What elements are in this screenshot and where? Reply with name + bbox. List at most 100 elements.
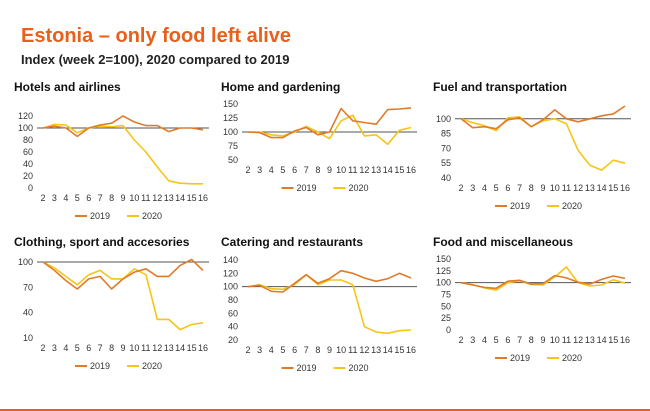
chart-panel: Clothing, sport and accesories 10 40 70 100 2… bbox=[14, 235, 209, 371]
y-tick-label: 40 bbox=[441, 173, 451, 183]
x-tick-label: 13 bbox=[371, 165, 381, 175]
chart-title: Food and miscellaneous bbox=[433, 235, 573, 249]
x-tick-label: 7 bbox=[98, 193, 103, 203]
x-tick-label: 15 bbox=[187, 343, 197, 353]
x-tick-label: 13 bbox=[585, 183, 595, 193]
y-tick-label: 140 bbox=[223, 255, 238, 265]
y-tick-label: 125 bbox=[223, 113, 238, 123]
y-tick-label: 80 bbox=[23, 135, 33, 145]
y-tick-label: 70 bbox=[23, 282, 33, 292]
x-tick-label: 2 bbox=[458, 183, 463, 193]
x-tick-label: 5 bbox=[494, 335, 499, 345]
x-tick-label: 13 bbox=[371, 345, 381, 355]
y-tick-label: 75 bbox=[228, 141, 238, 151]
x-tick-label: 3 bbox=[52, 193, 57, 203]
x-tick-label: 8 bbox=[315, 345, 320, 355]
y-tick-label: 20 bbox=[23, 171, 33, 181]
chart-title: Catering and restaurants bbox=[221, 235, 363, 249]
x-tick-label: 10 bbox=[550, 183, 560, 193]
series-line-2020 bbox=[247, 273, 412, 335]
x-tick-label: 11 bbox=[562, 335, 571, 345]
x-tick-label: 15 bbox=[394, 165, 404, 175]
x-tick-label: 6 bbox=[505, 183, 510, 193]
x-tick-label: 12 bbox=[359, 345, 369, 355]
legend-label: 2019 bbox=[90, 361, 110, 371]
legend-label: 2019 bbox=[510, 201, 530, 211]
chart-panel: Hotels and airlines 0 20 40 60 80 100 120 2 3 4 5 6 7… bbox=[14, 80, 209, 221]
y-tick-label: 40 bbox=[23, 159, 33, 169]
legend-label: 2020 bbox=[142, 361, 162, 371]
y-tick-label: 120 bbox=[18, 111, 33, 121]
chart-title: Fuel and transportation bbox=[433, 80, 567, 94]
x-tick-label: 9 bbox=[327, 345, 332, 355]
x-tick-label: 5 bbox=[75, 193, 80, 203]
x-tick-label: 8 bbox=[109, 193, 114, 203]
x-tick-label: 11 bbox=[348, 165, 357, 175]
series-line-2019 bbox=[247, 269, 412, 293]
y-tick-label: 100 bbox=[18, 123, 33, 133]
x-tick-label: 4 bbox=[269, 345, 274, 355]
series-line-2020 bbox=[42, 261, 204, 331]
series-line-2019 bbox=[247, 107, 412, 139]
y-tick-label: 20 bbox=[228, 335, 238, 345]
x-tick-label: 5 bbox=[280, 345, 285, 355]
bottom-divider bbox=[0, 409, 650, 411]
y-tick-label: 85 bbox=[441, 129, 451, 139]
x-tick-label: 3 bbox=[257, 165, 262, 175]
x-tick-label: 9 bbox=[540, 335, 545, 345]
series-line-2019 bbox=[42, 115, 204, 138]
x-tick-label: 13 bbox=[164, 343, 174, 353]
x-tick-label: 10 bbox=[129, 193, 139, 203]
x-tick-label: 15 bbox=[394, 345, 404, 355]
x-tick-label: 7 bbox=[517, 335, 522, 345]
y-tick-label: 120 bbox=[223, 268, 238, 278]
y-tick-label: 150 bbox=[436, 254, 451, 264]
y-tick-label: 75 bbox=[441, 290, 451, 300]
y-tick-label: 125 bbox=[436, 266, 451, 276]
x-tick-label: 2 bbox=[458, 335, 463, 345]
x-tick-label: 16 bbox=[198, 343, 208, 353]
x-tick-label: 15 bbox=[608, 335, 618, 345]
x-tick-label: 16 bbox=[198, 193, 208, 203]
x-tick-label: 8 bbox=[315, 165, 320, 175]
y-tick-label: 100 bbox=[436, 114, 451, 124]
x-tick-label: 3 bbox=[257, 345, 262, 355]
legend-label: 2019 bbox=[90, 211, 110, 221]
x-tick-label: 16 bbox=[406, 345, 416, 355]
y-tick-label: 0 bbox=[446, 325, 451, 335]
series-line-2020 bbox=[460, 266, 626, 292]
chart-title: Home and gardening bbox=[221, 80, 340, 94]
y-tick-label: 25 bbox=[441, 313, 451, 323]
x-tick-label: 12 bbox=[573, 183, 583, 193]
legend-label: 2019 bbox=[297, 183, 317, 193]
x-tick-label: 6 bbox=[505, 335, 510, 345]
x-tick-label: 4 bbox=[269, 165, 274, 175]
series-line-2020 bbox=[460, 116, 626, 171]
series-line-2020 bbox=[248, 114, 412, 146]
legend-label: 2020 bbox=[142, 211, 162, 221]
x-tick-label: 10 bbox=[550, 335, 560, 345]
legend-label: 2020 bbox=[562, 201, 582, 211]
legend-label: 2020 bbox=[349, 363, 369, 373]
x-tick-label: 3 bbox=[470, 335, 475, 345]
x-tick-label: 7 bbox=[304, 165, 309, 175]
x-tick-label: 13 bbox=[585, 335, 595, 345]
y-tick-label: 60 bbox=[228, 308, 238, 318]
x-tick-label: 4 bbox=[482, 183, 487, 193]
series-line-2019 bbox=[460, 274, 626, 290]
x-tick-label: 3 bbox=[470, 183, 475, 193]
x-tick-label: 4 bbox=[63, 343, 68, 353]
x-tick-label: 14 bbox=[175, 343, 185, 353]
x-tick-label: 11 bbox=[141, 343, 150, 353]
x-tick-label: 14 bbox=[383, 165, 393, 175]
x-tick-label: 9 bbox=[120, 193, 125, 203]
y-tick-label: 40 bbox=[23, 308, 33, 318]
y-tick-label: 150 bbox=[223, 99, 238, 109]
x-tick-label: 5 bbox=[75, 343, 80, 353]
x-tick-label: 5 bbox=[494, 183, 499, 193]
page-title: Estonia – only food left alive bbox=[21, 25, 292, 47]
x-tick-label: 8 bbox=[529, 183, 534, 193]
